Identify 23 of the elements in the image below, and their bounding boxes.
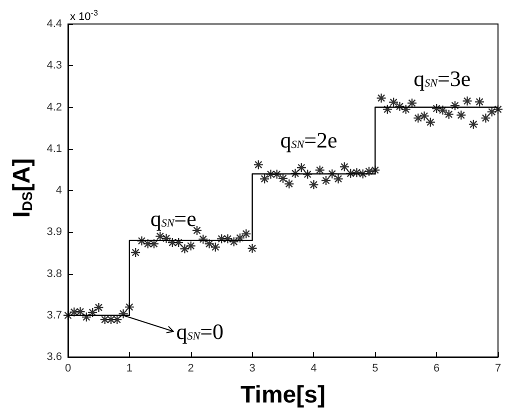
y-axis-title: IDS[A] (8, 158, 36, 218)
y-tick-label: 3.6 (46, 351, 62, 363)
y-tick-label: 4 (56, 184, 62, 196)
y-tick-label: 3.8 (46, 268, 62, 280)
y-tick-label: 4.2 (46, 101, 62, 114)
x-tick-label: 2 (188, 362, 194, 374)
x-tick-label: 5 (372, 362, 378, 374)
y-tick-label: 3.9 (46, 226, 62, 238)
y-tick-label: 4.1 (46, 142, 62, 155)
x-tick-label: 4 (310, 362, 317, 374)
x-tick-label: 0 (64, 362, 72, 374)
x-axis-title: Time[s] (240, 382, 326, 408)
y-tick-label: 4.4 (46, 18, 62, 30)
x-tick-label: 7 (494, 362, 502, 374)
annotation: qSN=2e (280, 127, 338, 152)
x-tick-label: 3 (249, 362, 256, 374)
y-tick-label: 4.3 (46, 60, 62, 72)
annotation: qSN=0 (176, 318, 224, 344)
y-tick-label: 3.7 (46, 309, 62, 322)
annotation: qSN=3e (414, 66, 471, 92)
annotation: qSN=e (150, 206, 196, 231)
x-tick-label: 6 (434, 362, 440, 374)
x-tick-label: 1 (126, 362, 132, 374)
